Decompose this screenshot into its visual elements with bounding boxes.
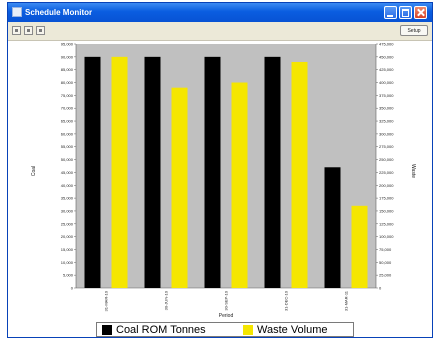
bar-waste-volume <box>231 82 248 288</box>
y-tick-label: 0 <box>71 286 74 291</box>
y2-tick-label: 250,000 <box>379 157 394 162</box>
bar-coal-rom-tonnes <box>144 56 161 289</box>
y2-tick-label: 200,000 <box>379 183 394 188</box>
y2-axis-title: Waste <box>410 164 416 178</box>
bar-waste-volume <box>171 87 188 288</box>
y2-tick-label: 75,000 <box>379 247 392 252</box>
y2-tick-label: 0 <box>379 286 382 291</box>
schedule-monitor-window: Schedule Monitor Setup 0 5,000 10,000 15,00… <box>7 2 433 338</box>
y-tick-label: 65,000 <box>61 119 74 124</box>
y2-tick-label: 150,000 <box>379 208 394 213</box>
bar-waste-volume <box>291 61 308 289</box>
chart-legend: Coal ROM Tonnes Waste Volume <box>96 322 354 337</box>
y2-tick-label: 25,000 <box>379 273 392 278</box>
y-tick-label: 90,000 <box>61 54 74 59</box>
y-tick-label: 5,000 <box>63 273 74 278</box>
legend-swatch-waste <box>243 325 253 335</box>
bar-waste-volume <box>351 205 368 288</box>
legend-label-waste: Waste Volume <box>257 324 328 336</box>
minimize-button[interactable] <box>384 6 397 19</box>
y2-tick-label: 300,000 <box>379 131 394 136</box>
y2-tick-label: 350,000 <box>379 106 394 111</box>
window-title: Schedule Monitor <box>25 8 93 17</box>
y-tick-label: 80,000 <box>61 80 74 85</box>
x-tick-label: 31-MAR-11 <box>344 290 349 311</box>
y-tick-label: 35,000 <box>61 196 74 201</box>
y2-tick-label: 225,000 <box>379 170 394 175</box>
x-tick-label: 30-JUN-10 <box>164 290 169 310</box>
toolbar: Setup <box>8 22 432 41</box>
y2-tick-label: 325,000 <box>379 119 394 124</box>
bar-coal-rom-tonnes <box>264 56 281 289</box>
title-bar[interactable]: Schedule Monitor <box>8 3 432 22</box>
y2-tick-label: 450,000 <box>379 54 394 59</box>
x-tick-label: 30-SEP-10 <box>224 290 229 310</box>
y-tick-label: 30,000 <box>61 208 74 213</box>
y-tick-label: 10,000 <box>61 260 74 265</box>
bar-waste-volume <box>111 56 128 289</box>
y2-tick-label: 425,000 <box>379 67 394 72</box>
bar-coal-rom-tonnes <box>204 56 221 289</box>
y-tick-label: 45,000 <box>61 170 74 175</box>
legend-label-coal: Coal ROM Tonnes <box>116 324 206 336</box>
maximize-button[interactable] <box>399 6 412 19</box>
x-tick-label: 31-DEC-10 <box>284 290 289 311</box>
y-tick-label: 55,000 <box>61 144 74 149</box>
y2-tick-label: 475,000 <box>379 42 394 47</box>
y-tick-label: 40,000 <box>61 183 74 188</box>
setup-button[interactable]: Setup <box>400 25 428 36</box>
y-tick-label: 85,000 <box>61 67 74 72</box>
legend-swatch-coal <box>102 325 112 335</box>
chart-panel: 0 5,000 10,000 15,000 20,000 25,000 30,000 35,0… <box>8 41 432 337</box>
x-axis-title: Period <box>219 313 234 319</box>
y2-tick-label: 275,000 <box>379 144 394 149</box>
y-tick-label: 70,000 <box>61 106 74 111</box>
y2-tick-label: 400,000 <box>379 80 394 85</box>
y-tick-label: 15,000 <box>61 247 74 252</box>
bar-chart: 0 5,000 10,000 15,000 20,000 25,000 30,000 35,0… <box>31 42 416 320</box>
bar-coal-rom-tonnes <box>324 167 341 288</box>
y-tick-label: 75,000 <box>61 93 74 98</box>
y-tick-label: 95,000 <box>61 42 74 47</box>
y-tick-label: 50,000 <box>61 157 74 162</box>
y-tick-label: 25,000 <box>61 221 74 226</box>
close-button[interactable] <box>414 6 427 19</box>
view-icon[interactable] <box>12 26 21 35</box>
y2-tick-label: 375,000 <box>379 93 394 98</box>
bar-coal-rom-tonnes <box>84 56 101 289</box>
y2-tick-label: 50,000 <box>379 260 392 265</box>
y-axis-title: Coal <box>31 166 37 176</box>
y-tick-label: 60,000 <box>61 131 74 136</box>
y2-tick-label: 100,000 <box>379 234 394 239</box>
table-icon[interactable] <box>36 26 45 35</box>
y2-tick-label: 125,000 <box>379 221 394 226</box>
x-tick-label: 31-MAR-10 <box>104 290 109 311</box>
y2-tick-label: 175,000 <box>379 196 394 201</box>
app-icon <box>12 7 22 17</box>
y-tick-label: 20,000 <box>61 234 74 239</box>
chart-icon[interactable] <box>24 26 33 35</box>
